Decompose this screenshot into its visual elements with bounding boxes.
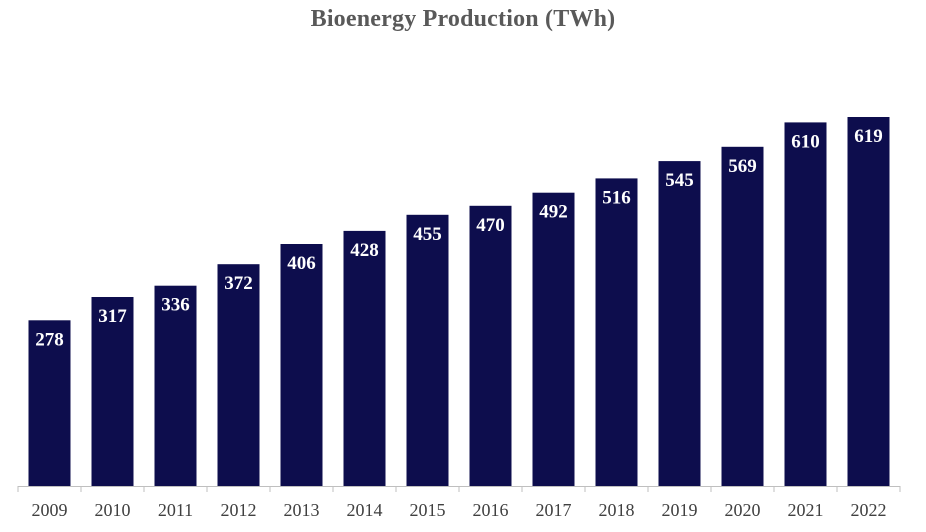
data-label-2021: 610 (791, 131, 820, 152)
data-label-2009: 278 (35, 329, 64, 350)
x-tick-label-2013: 2013 (284, 500, 320, 520)
x-tick-label-2009: 2009 (32, 500, 68, 520)
data-label-2010: 317 (98, 306, 127, 327)
x-tick-label-2017: 2017 (536, 500, 572, 520)
data-label-2016: 470 (476, 215, 505, 236)
data-label-2014: 428 (350, 240, 379, 261)
bar-2014 (343, 230, 386, 486)
bar-2021 (784, 122, 827, 487)
bar-2015 (406, 214, 449, 487)
x-tick-label-2016: 2016 (473, 500, 509, 520)
bar-2009 (28, 320, 71, 486)
x-tick-label-2019: 2019 (662, 500, 698, 520)
data-label-2019: 545 (665, 170, 694, 191)
bar-2011 (154, 285, 197, 486)
data-label-2015: 455 (413, 224, 442, 245)
bar-2013 (280, 244, 323, 486)
data-label-2012: 372 (224, 273, 253, 294)
data-label-2022: 619 (854, 126, 883, 147)
x-axis: 2009 2010 2011 2012 2013 2014 2015 2016 2017 2018… (17, 486, 901, 520)
data-labels-group: 278 317 336 372 406 428 455 470 492 516 545 569 610 6… (35, 126, 883, 350)
x-tick-label-2014: 2014 (347, 500, 383, 520)
data-label-2013: 406 (287, 253, 316, 274)
x-tick-label-2021: 2021 (788, 500, 824, 520)
bar-2019 (658, 161, 701, 486)
data-label-2011: 336 (161, 295, 190, 316)
x-tick-label-2010: 2010 (95, 500, 131, 520)
x-tick-label-2018: 2018 (599, 500, 635, 520)
x-tick-label-2015: 2015 (410, 500, 446, 520)
bar-2017 (532, 192, 575, 486)
bar-2010 (91, 297, 134, 486)
bar-2016 (469, 205, 512, 487)
bar-2012 (217, 264, 260, 486)
bar-2018 (595, 178, 638, 486)
bar-2022 (847, 117, 890, 486)
x-tick-label-2022: 2022 (851, 500, 887, 520)
bar-2020 (721, 146, 764, 487)
bars-group (28, 117, 890, 487)
data-label-2018: 516 (602, 187, 631, 208)
chart-title: Bioenergy Production (TWh) (310, 6, 616, 32)
x-tick-label-2012: 2012 (221, 500, 257, 520)
data-label-2020: 569 (728, 156, 757, 177)
x-tick-label-2011: 2011 (158, 500, 193, 520)
x-tick-label-2020: 2020 (725, 500, 761, 520)
data-label-2017: 492 (539, 202, 568, 223)
